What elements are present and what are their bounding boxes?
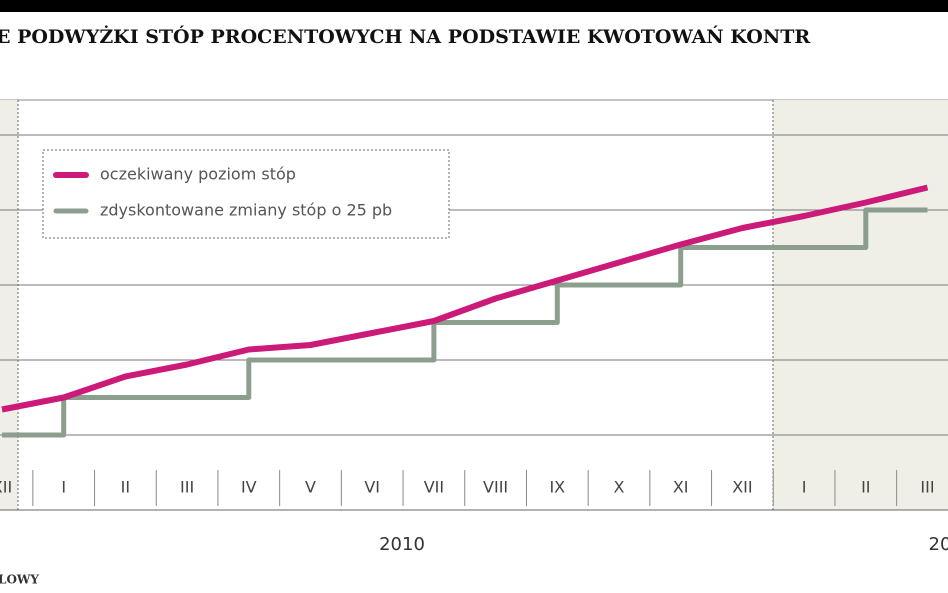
x-tick-label: VI <box>364 478 380 497</box>
shade-left <box>0 100 18 510</box>
top-bar <box>0 0 948 12</box>
year-label: 20 <box>929 534 948 555</box>
series-line <box>2 207 928 438</box>
legend-label: zdyskontowane zmiany stóp o 25 pb <box>100 201 392 220</box>
source: LOWY <box>0 573 39 587</box>
shade-right <box>773 100 948 510</box>
x-tick-label: II <box>861 478 870 497</box>
legend: oczekiwany poziom stóp zdyskontowane zmia… <box>42 149 450 239</box>
x-tick-label: III <box>920 478 934 497</box>
x-tick-label: X <box>614 478 625 497</box>
x-tick-label: XI <box>673 478 689 497</box>
x-tick-label: III <box>180 478 194 497</box>
x-tick-label: V <box>305 478 316 497</box>
chart-title: E PODWYŻKI STÓP PROCENTOWYCH NA PODSTAWI… <box>0 25 810 48</box>
x-tick-label: VIII <box>483 478 508 497</box>
x-tick-label: IV <box>241 478 257 497</box>
x-tick-label: I <box>802 478 807 497</box>
legend-label: oczekiwany poziom stóp <box>100 165 296 184</box>
x-tick-label: I <box>61 478 66 497</box>
x-tick-label: XII <box>0 478 12 497</box>
x-tick-label: IX <box>549 478 565 497</box>
x-tick-label: II <box>121 478 130 497</box>
x-tick-label: VII <box>424 478 444 497</box>
year-label: 2010 <box>379 534 425 555</box>
series-line <box>1 184 929 413</box>
legend-box <box>42 149 450 239</box>
x-tick-label: XII <box>732 478 752 497</box>
